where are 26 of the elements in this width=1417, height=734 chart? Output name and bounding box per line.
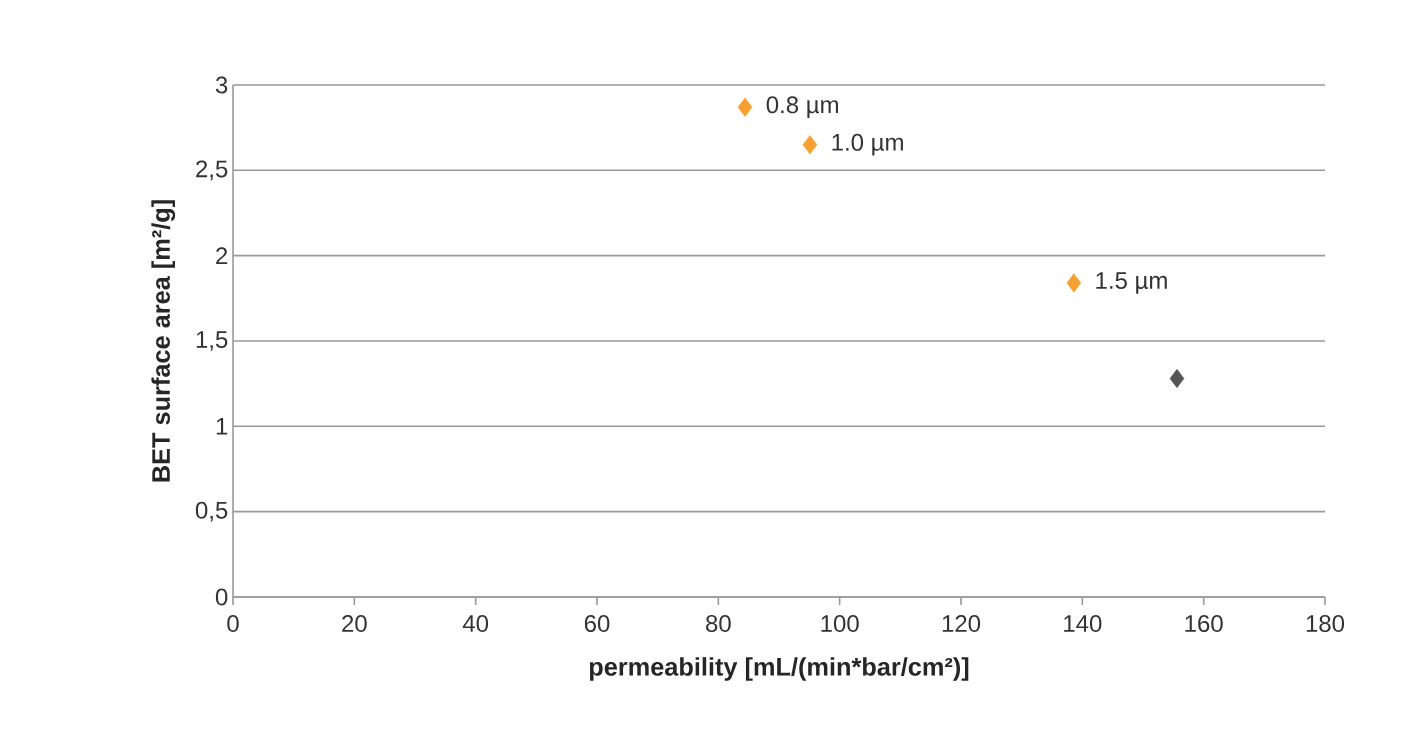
x-tick-label: 140 — [1064, 615, 1102, 633]
x-tick-label: 100 — [821, 615, 859, 633]
point — [1169, 368, 1185, 389]
y-tick-label: 1 — [216, 418, 228, 435]
y-tick-label: 1,5 — [196, 331, 228, 351]
x-tick-label: 120 — [942, 615, 981, 633]
annotation: 1.0 µm — [832, 133, 903, 156]
y-tick-label: 0,5 — [195, 501, 228, 522]
y-axis-title: BET surface area [m²/g] — [151, 200, 176, 482]
x-tick-label: 80 — [706, 615, 731, 633]
annotation: 0.8 µm — [766, 96, 838, 119]
x-tick-label: 20 — [342, 615, 367, 633]
x-tick-label: 60 — [584, 615, 610, 633]
annotation: 1.5 µm — [1096, 272, 1167, 294]
x-tick-label: 180 — [1306, 615, 1345, 633]
x-tick-label: 160 — [1185, 615, 1223, 633]
y-tick-label: 2,5 — [196, 160, 228, 181]
point — [1066, 273, 1082, 293]
x-tick-label: 0 — [227, 615, 239, 633]
y-tick-label: 3 — [215, 76, 228, 94]
point — [737, 97, 753, 117]
x-axis-title: permeability [mL/(min*bar/cm²)] — [589, 657, 969, 681]
point — [802, 135, 818, 155]
y-tick-label: 2 — [216, 247, 228, 265]
x-tick-label: 40 — [462, 615, 489, 633]
y-tick-label: 0 — [215, 588, 228, 606]
